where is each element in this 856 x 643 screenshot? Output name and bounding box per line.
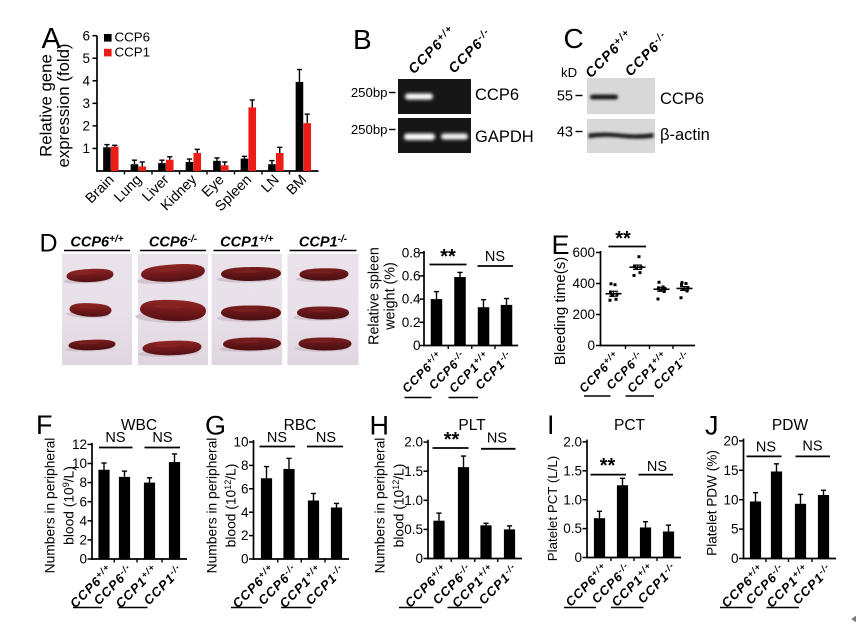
svg-text:0: 0 [241, 552, 249, 567]
svg-text:A: A [42, 23, 62, 55]
svg-text:**: ** [615, 228, 631, 250]
svg-text:1.0: 1.0 [563, 492, 582, 507]
svg-text:β-actin: β-actin [660, 126, 710, 144]
svg-text:4: 4 [241, 505, 249, 520]
svg-text:NS: NS [105, 430, 125, 446]
svg-text:PDW: PDW [772, 417, 809, 434]
svg-text:0: 0 [413, 338, 421, 353]
svg-text:**: ** [600, 455, 616, 477]
svg-text:0.2: 0.2 [402, 315, 421, 330]
svg-text:expression (fold): expression (fold) [54, 43, 73, 167]
svg-text:0.5: 0.5 [563, 521, 582, 536]
svg-text:Numbers in peripheral: Numbers in peripheral [205, 438, 220, 574]
svg-text:0: 0 [415, 551, 423, 566]
svg-text:**: ** [440, 246, 456, 268]
svg-text:1.0: 1.0 [404, 493, 423, 508]
svg-text:RBC: RBC [284, 417, 317, 434]
svg-text:CCP1: CCP1 [115, 44, 150, 59]
svg-text:CCP6: CCP6 [475, 86, 519, 104]
svg-text:6: 6 [82, 28, 90, 43]
svg-text:C: C [564, 23, 584, 54]
svg-text:kD: kD [561, 65, 577, 80]
svg-text:PCT: PCT [614, 417, 646, 434]
svg-text:NS: NS [756, 440, 776, 456]
svg-text:8: 8 [241, 458, 249, 473]
svg-text:250bp: 250bp [351, 122, 388, 137]
svg-text:1: 1 [82, 141, 90, 156]
svg-text:blood (1012/L): blood (1012/L) [223, 464, 239, 548]
svg-text:2.0: 2.0 [404, 435, 423, 450]
svg-text:4: 4 [82, 73, 90, 88]
svg-text:Platelet PDW (%): Platelet PDW (%) [704, 450, 719, 556]
svg-text:1.5: 1.5 [563, 463, 582, 478]
svg-text:Numbers in peripheral: Numbers in peripheral [43, 438, 58, 574]
svg-text:0: 0 [731, 551, 739, 566]
svg-text:blood (1012/L): blood (1012/L) [391, 464, 407, 548]
svg-text:10: 10 [233, 435, 248, 450]
svg-text:CCP6: CCP6 [115, 30, 150, 45]
svg-text:10: 10 [72, 456, 87, 471]
svg-text:NS: NS [316, 430, 336, 446]
svg-text:0.8: 0.8 [402, 245, 421, 260]
svg-text:PLT: PLT [458, 417, 486, 434]
svg-text:2.0: 2.0 [563, 435, 582, 450]
svg-text:6: 6 [79, 494, 87, 509]
svg-text:0.4: 0.4 [402, 292, 421, 307]
svg-text:0.5: 0.5 [404, 522, 423, 537]
svg-text:NS: NS [647, 459, 667, 475]
svg-text:J: J [705, 411, 719, 441]
svg-text:2: 2 [79, 533, 87, 548]
svg-text:400: 400 [572, 276, 595, 291]
svg-text:Bleeding time(s): Bleeding time(s) [552, 257, 569, 365]
svg-text:5: 5 [82, 51, 90, 66]
svg-text:Platelet PCT (L/L): Platelet PCT (L/L) [545, 456, 560, 561]
svg-text:**: ** [444, 429, 460, 451]
svg-text:4: 4 [79, 513, 87, 528]
svg-text:43: 43 [557, 125, 573, 141]
svg-text:H: H [370, 411, 390, 441]
svg-text:2: 2 [241, 528, 249, 543]
svg-text:0.6: 0.6 [402, 269, 421, 284]
svg-text:20: 20 [723, 434, 738, 449]
svg-text:Numbers in peripheral: Numbers in peripheral [373, 438, 388, 574]
svg-text:8: 8 [79, 475, 87, 490]
svg-text:WBC: WBC [121, 417, 157, 434]
svg-text:GAPDH: GAPDH [475, 128, 534, 146]
svg-text:0: 0 [587, 338, 595, 353]
svg-text:200: 200 [572, 307, 595, 322]
svg-text:1.5: 1.5 [404, 464, 423, 479]
svg-text:I: I [547, 410, 555, 440]
svg-text:B: B [353, 24, 372, 55]
svg-text:6: 6 [241, 481, 249, 496]
svg-text:600: 600 [572, 245, 595, 260]
svg-text:G: G [205, 411, 226, 441]
svg-text:blood (109/L): blood (109/L) [61, 466, 77, 545]
svg-text:0: 0 [79, 552, 87, 567]
svg-text:12: 12 [72, 437, 87, 452]
svg-text:10: 10 [723, 492, 738, 507]
svg-text:NS: NS [485, 249, 505, 265]
svg-text:E: E [552, 230, 570, 260]
svg-text:CCP1-/-: CCP1-/- [299, 234, 348, 251]
svg-text:250bp: 250bp [351, 85, 388, 100]
svg-text:NS: NS [267, 430, 287, 446]
svg-text:Relative gene: Relative gene [37, 54, 56, 157]
svg-text:NS: NS [802, 439, 822, 455]
svg-text:55: 55 [557, 89, 573, 105]
svg-text:weight (%): weight (%) [383, 262, 399, 331]
svg-text:2: 2 [82, 119, 90, 134]
svg-text:F: F [36, 410, 53, 440]
svg-text:5: 5 [731, 522, 739, 537]
svg-text:3: 3 [82, 96, 90, 111]
svg-text:Relative spleen: Relative spleen [367, 247, 383, 345]
svg-text:0: 0 [574, 550, 582, 565]
svg-text:D: D [40, 230, 58, 258]
svg-text:CCP6: CCP6 [660, 90, 704, 108]
svg-text:CCP6-/-: CCP6-/- [149, 234, 198, 251]
svg-text:NS: NS [152, 430, 172, 446]
svg-text:15: 15 [723, 463, 738, 478]
svg-text:NS: NS [487, 431, 507, 447]
